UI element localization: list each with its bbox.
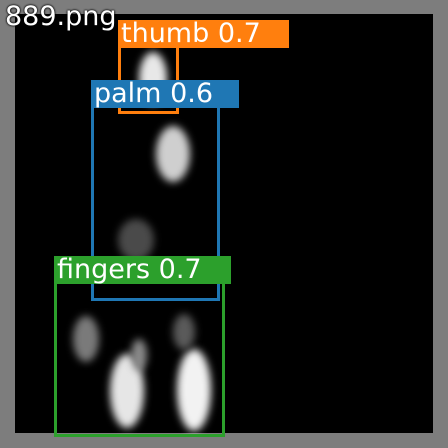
finger-blob-topright — [173, 314, 195, 350]
palm-blob-mid — [118, 219, 154, 261]
filename-label: 889.png — [5, 1, 117, 32]
palm-blob-upper — [156, 126, 190, 182]
palm-label: palm 0.6 — [91, 80, 239, 108]
fingers-label-score: 0.7 — [158, 254, 202, 285]
finger-blob-mid — [131, 339, 147, 371]
fingers-label-name: fingers — [57, 254, 151, 285]
palm-label-score: 0.6 — [170, 78, 214, 109]
finger-blob-right — [177, 349, 211, 431]
fingers-label: fingers 0.7 — [54, 256, 231, 284]
fingers-bounding-box — [54, 281, 225, 437]
thumb-label: thumb 0.7 — [118, 20, 289, 48]
thumb-label-score: 0.7 — [217, 18, 261, 49]
finger-blob-left — [73, 316, 99, 362]
palm-label-name: palm — [94, 78, 162, 109]
thumb-label-name: thumb — [121, 18, 210, 49]
